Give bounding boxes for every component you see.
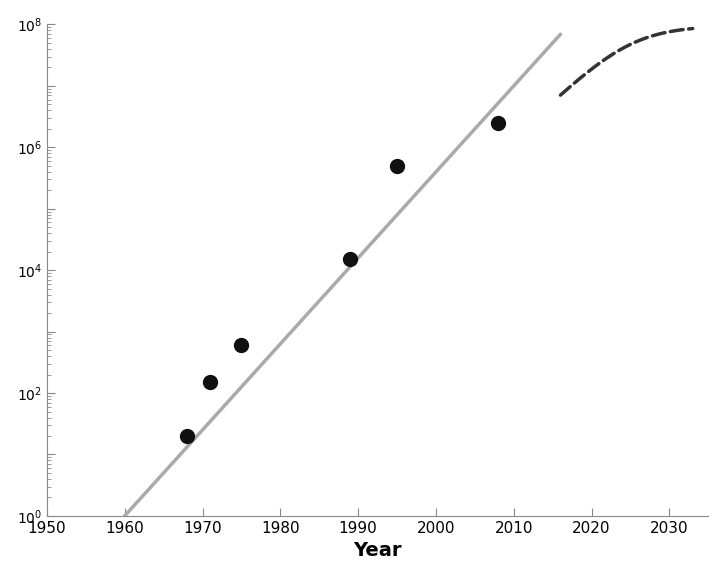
Point	[392, 161, 403, 170]
X-axis label: Year: Year	[353, 541, 402, 560]
Point	[204, 377, 216, 387]
Point	[236, 340, 247, 350]
Point	[492, 118, 504, 128]
Point	[344, 255, 356, 264]
Point	[181, 432, 193, 441]
